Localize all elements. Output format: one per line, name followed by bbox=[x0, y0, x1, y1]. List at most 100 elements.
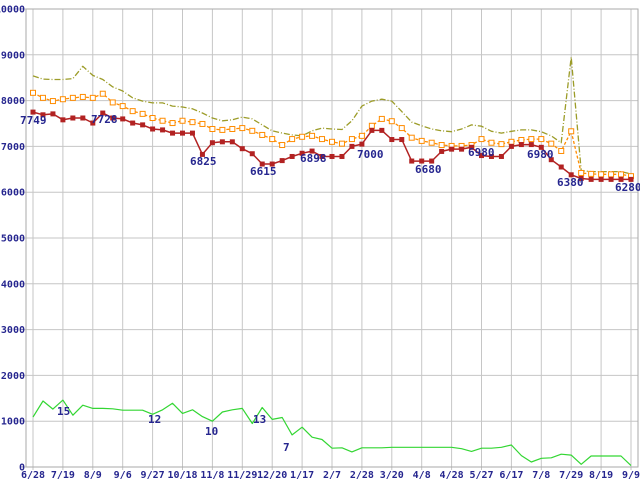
red-solid-line-marker bbox=[469, 144, 475, 150]
orange-dashed-line-marker bbox=[139, 110, 146, 117]
red-solid-line-marker bbox=[419, 158, 425, 164]
value-annotation: 6980 bbox=[527, 148, 554, 161]
red-solid-line-marker bbox=[50, 111, 56, 117]
x-axis-tick-label: 9/27 bbox=[141, 470, 165, 480]
value-annotation: 13 bbox=[253, 413, 266, 426]
value-annotation: 7749 bbox=[20, 114, 47, 127]
red-solid-line-marker bbox=[479, 153, 484, 159]
value-annotation: 6980 bbox=[468, 146, 495, 159]
x-axis-tick-label: 9/9 bbox=[622, 470, 640, 480]
y-axis-tick-label: 9000 bbox=[1, 50, 25, 61]
y-axis-tick-label: 7000 bbox=[1, 142, 25, 153]
olive-dashed-line-path bbox=[32, 56, 632, 175]
orange-dashed-line-marker bbox=[299, 133, 306, 140]
orange-dashed-line-marker bbox=[239, 125, 246, 132]
red-solid-line-marker bbox=[459, 146, 465, 152]
y-axis-tick-label: 4000 bbox=[1, 279, 25, 290]
orange-dashed-line-marker bbox=[79, 93, 86, 100]
red-solid-line-marker bbox=[339, 153, 345, 159]
orange-dashed-line-marker bbox=[338, 140, 345, 147]
red-solid-line-marker bbox=[329, 153, 335, 159]
orange-dashed-line-marker bbox=[538, 136, 545, 143]
orange-dashed-line-marker bbox=[199, 120, 206, 127]
orange-dashed-line-marker bbox=[329, 138, 335, 145]
red-solid-line-marker bbox=[120, 116, 126, 122]
red-solid-line-marker bbox=[30, 109, 36, 115]
x-axis-tick-label: 11/8 bbox=[200, 470, 224, 480]
red-solid-line-marker bbox=[90, 120, 96, 126]
x-axis-tick-label: 10/18 bbox=[167, 470, 197, 480]
value-annotation: 6615 bbox=[250, 165, 277, 178]
orange-dashed-line-marker bbox=[548, 140, 555, 147]
value-annotation: 6898 bbox=[300, 152, 327, 165]
orange-dashed-line-marker bbox=[119, 103, 126, 110]
orange-dashed-line-marker bbox=[418, 137, 425, 144]
red-solid-line-marker bbox=[100, 110, 106, 116]
y-axis-tick-label: 0 bbox=[19, 463, 25, 474]
x-axis-tick-label: 12/20 bbox=[257, 470, 287, 480]
orange-dashed-line-marker bbox=[608, 171, 615, 178]
orange-dashed-line-marker bbox=[319, 136, 326, 143]
red-solid-line-marker bbox=[568, 172, 574, 178]
value-annotation: 10 bbox=[205, 425, 218, 438]
red-solid-line-marker bbox=[439, 148, 445, 154]
orange-dashed-line-marker bbox=[348, 136, 355, 143]
red-solid-line-marker bbox=[110, 115, 116, 121]
orange-dashed-line-marker bbox=[428, 139, 435, 146]
orange-dashed-line-marker bbox=[578, 169, 585, 176]
x-axis-tick-label: 5/27 bbox=[469, 470, 493, 480]
x-axis-tick-label: 6/28 bbox=[21, 470, 45, 480]
orange-dashed-line-marker bbox=[279, 142, 286, 149]
y-axis-tick-label: 3000 bbox=[1, 325, 25, 336]
orange-dashed-line-marker bbox=[219, 126, 226, 133]
orange-dashed-line-marker bbox=[129, 108, 136, 115]
orange-dashed-line-marker bbox=[249, 127, 256, 134]
red-solid-line-marker bbox=[429, 158, 435, 164]
value-annotation: 7 bbox=[283, 441, 290, 454]
red-solid-line-marker bbox=[508, 143, 514, 149]
red-solid-line-marker bbox=[239, 146, 245, 152]
red-solid-line-marker bbox=[538, 144, 544, 150]
orange-dashed-line-marker bbox=[588, 170, 595, 177]
orange-dashed-line-marker bbox=[488, 139, 495, 146]
orange-dashed-line-marker bbox=[189, 119, 196, 126]
red-solid-line-marker bbox=[588, 176, 594, 182]
red-solid-line-marker bbox=[70, 115, 76, 121]
orange-dashed-line-marker bbox=[358, 132, 365, 139]
red-solid-line-marker bbox=[608, 176, 614, 182]
orange-dashed-line-marker bbox=[39, 94, 46, 101]
x-axis-tick-label: 8/19 bbox=[589, 470, 613, 480]
x-axis-tick-label: 4/28 bbox=[440, 470, 464, 480]
orange-dashed-line-marker bbox=[618, 171, 625, 178]
orange-dashed-line-marker bbox=[99, 90, 106, 97]
red-solid-line-marker bbox=[170, 130, 176, 136]
orange-dashed-line-marker bbox=[289, 136, 296, 143]
x-axis-tick-label: 2/7 bbox=[323, 470, 341, 480]
red-solid-line-marker bbox=[150, 126, 156, 132]
orange-dashed-line-marker bbox=[259, 131, 266, 138]
orange-dashed-line-marker bbox=[368, 122, 375, 129]
orange-dashed-line-marker bbox=[89, 94, 96, 101]
red-solid-line-marker bbox=[359, 141, 365, 147]
red-solid-line-marker bbox=[628, 176, 634, 182]
x-axis-tick-label: 3/20 bbox=[380, 470, 404, 480]
green-solid-line-path bbox=[32, 399, 632, 467]
orange-dashed-line-marker bbox=[478, 136, 485, 143]
x-axis-tick-label: 4/8 bbox=[413, 470, 431, 480]
red-solid-line-marker bbox=[389, 137, 395, 143]
red-solid-line-marker bbox=[269, 161, 275, 167]
y-axis-tick-label: 5000 bbox=[1, 234, 25, 245]
red-solid-line-marker bbox=[409, 158, 415, 164]
red-solid-line-marker bbox=[219, 139, 225, 145]
red-solid-line-marker bbox=[518, 142, 524, 148]
orange-dashed-line-marker bbox=[59, 96, 66, 103]
red-solid-line-marker bbox=[130, 120, 136, 126]
orange-dashed-line-marker bbox=[508, 138, 515, 145]
x-axis-tick-label: 6/17 bbox=[499, 470, 523, 480]
red-solid-line-marker bbox=[189, 130, 195, 136]
orange-dashed-line-marker bbox=[438, 142, 445, 149]
red-solid-line-marker bbox=[548, 157, 554, 163]
red-solid-line-marker bbox=[279, 158, 285, 164]
